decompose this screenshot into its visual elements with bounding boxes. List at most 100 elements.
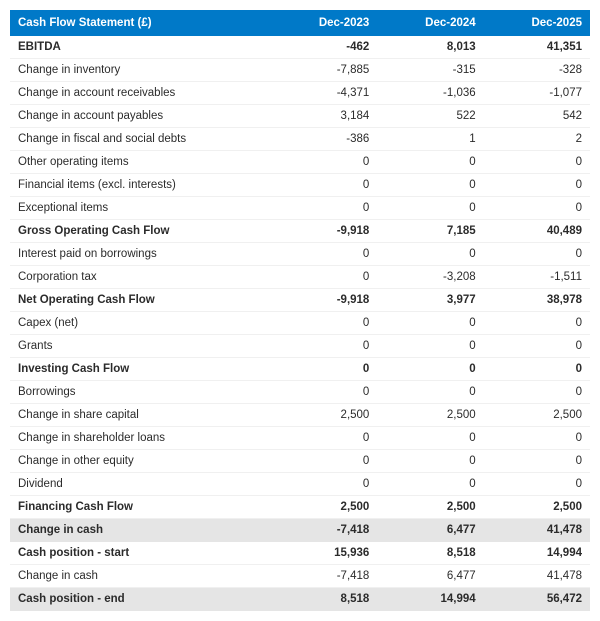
- table-row: Borrowings000: [10, 381, 590, 404]
- row-label: Dividend: [10, 473, 271, 496]
- table-header-row: Cash Flow Statement (£) Dec-2023 Dec-202…: [10, 10, 590, 36]
- table-row: Exceptional items000: [10, 197, 590, 220]
- row-value: 0: [484, 151, 590, 174]
- row-value: 0: [377, 335, 483, 358]
- row-value: -9,918: [271, 220, 377, 243]
- row-value: 0: [377, 243, 483, 266]
- row-label: Change in cash: [10, 565, 271, 588]
- row-value: 14,994: [377, 588, 483, 611]
- table-row: Change in shareholder loans000: [10, 427, 590, 450]
- table-row: Cash position - start15,9368,51814,994: [10, 542, 590, 565]
- row-value: 2,500: [271, 404, 377, 427]
- row-value: 38,978: [484, 289, 590, 312]
- table-row: Capex (net)000: [10, 312, 590, 335]
- col-header-label: Cash Flow Statement (£): [10, 10, 271, 36]
- row-value: 7,185: [377, 220, 483, 243]
- row-value: 3,977: [377, 289, 483, 312]
- row-value: -7,885: [271, 59, 377, 82]
- row-value: 8,518: [271, 588, 377, 611]
- row-value: -462: [271, 36, 377, 59]
- row-value: 522: [377, 105, 483, 128]
- row-value: -1,511: [484, 266, 590, 289]
- row-value: 0: [484, 358, 590, 381]
- row-value: -7,418: [271, 519, 377, 542]
- row-value: 0: [484, 243, 590, 266]
- table-body: EBITDA-4628,01341,351Change in inventory…: [10, 36, 590, 611]
- row-label: EBITDA: [10, 36, 271, 59]
- table-row: Cash position - end8,51814,99456,472: [10, 588, 590, 611]
- row-value: 15,936: [271, 542, 377, 565]
- table-row: Corporation tax0-3,208-1,511: [10, 266, 590, 289]
- table-row: Other operating items000: [10, 151, 590, 174]
- row-value: -9,918: [271, 289, 377, 312]
- table-row: Change in cash-7,4186,47741,478: [10, 519, 590, 542]
- row-value: 0: [377, 197, 483, 220]
- row-value: 0: [377, 312, 483, 335]
- row-value: 0: [271, 174, 377, 197]
- row-value: -7,418: [271, 565, 377, 588]
- col-header-period-2: Dec-2024: [377, 10, 483, 36]
- row-value: 8,013: [377, 36, 483, 59]
- row-value: 0: [484, 473, 590, 496]
- row-label: Grants: [10, 335, 271, 358]
- row-label: Net Operating Cash Flow: [10, 289, 271, 312]
- row-value: -1,077: [484, 82, 590, 105]
- row-value: 0: [484, 197, 590, 220]
- row-value: 56,472: [484, 588, 590, 611]
- row-value: 0: [271, 312, 377, 335]
- row-value: -3,208: [377, 266, 483, 289]
- row-value: -315: [377, 59, 483, 82]
- row-value: -328: [484, 59, 590, 82]
- row-value: 0: [484, 335, 590, 358]
- row-value: 41,351: [484, 36, 590, 59]
- row-value: 0: [271, 243, 377, 266]
- table-row: Interest paid on borrowings000: [10, 243, 590, 266]
- row-label: Change in other equity: [10, 450, 271, 473]
- row-value: 3,184: [271, 105, 377, 128]
- row-label: Financing Cash Flow: [10, 496, 271, 519]
- row-value: 0: [271, 151, 377, 174]
- row-label: Financial items (excl. interests): [10, 174, 271, 197]
- row-value: 40,489: [484, 220, 590, 243]
- table-row: Dividend000: [10, 473, 590, 496]
- row-value: 0: [271, 427, 377, 450]
- row-value: 0: [377, 450, 483, 473]
- row-label: Gross Operating Cash Flow: [10, 220, 271, 243]
- row-value: 2,500: [271, 496, 377, 519]
- row-value: 0: [484, 381, 590, 404]
- row-value: 2,500: [484, 496, 590, 519]
- table-row: Change in inventory-7,885-315-328: [10, 59, 590, 82]
- row-label: Investing Cash Flow: [10, 358, 271, 381]
- row-value: 0: [377, 473, 483, 496]
- row-value: -386: [271, 128, 377, 151]
- row-value: 6,477: [377, 565, 483, 588]
- table-row: Change in fiscal and social debts-38612: [10, 128, 590, 151]
- col-header-period-1: Dec-2023: [271, 10, 377, 36]
- table-row: EBITDA-4628,01341,351: [10, 36, 590, 59]
- row-value: 2: [484, 128, 590, 151]
- row-value: 0: [271, 197, 377, 220]
- row-value: 2,500: [377, 404, 483, 427]
- row-label: Change in inventory: [10, 59, 271, 82]
- row-label: Exceptional items: [10, 197, 271, 220]
- table-row: Change in cash-7,4186,47741,478: [10, 565, 590, 588]
- table-row: Change in account payables3,184522542: [10, 105, 590, 128]
- row-label: Change in account receivables: [10, 82, 271, 105]
- row-label: Change in fiscal and social debts: [10, 128, 271, 151]
- row-value: 2,500: [377, 496, 483, 519]
- cash-flow-table: Cash Flow Statement (£) Dec-2023 Dec-202…: [10, 10, 590, 611]
- row-value: 0: [484, 427, 590, 450]
- row-value: 0: [271, 266, 377, 289]
- row-value: 41,478: [484, 565, 590, 588]
- row-label: Borrowings: [10, 381, 271, 404]
- row-value: 0: [377, 174, 483, 197]
- row-value: 2,500: [484, 404, 590, 427]
- table-row: Financing Cash Flow2,5002,5002,500: [10, 496, 590, 519]
- row-value: 0: [484, 312, 590, 335]
- row-value: -1,036: [377, 82, 483, 105]
- row-value: 1: [377, 128, 483, 151]
- table-row: Investing Cash Flow000: [10, 358, 590, 381]
- row-value: 0: [271, 335, 377, 358]
- row-value: 0: [484, 450, 590, 473]
- row-value: 0: [484, 174, 590, 197]
